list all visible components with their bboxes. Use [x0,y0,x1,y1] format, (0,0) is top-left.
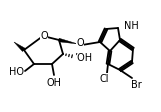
Text: HO: HO [9,66,24,76]
Text: Cl: Cl [99,73,109,83]
Polygon shape [14,43,25,52]
Text: OH: OH [47,77,62,87]
Text: ’OH: ’OH [74,53,92,62]
Text: Br: Br [131,79,141,89]
Text: O: O [76,38,84,48]
Text: O: O [40,31,48,41]
Text: NH: NH [124,21,139,31]
Polygon shape [59,39,78,45]
